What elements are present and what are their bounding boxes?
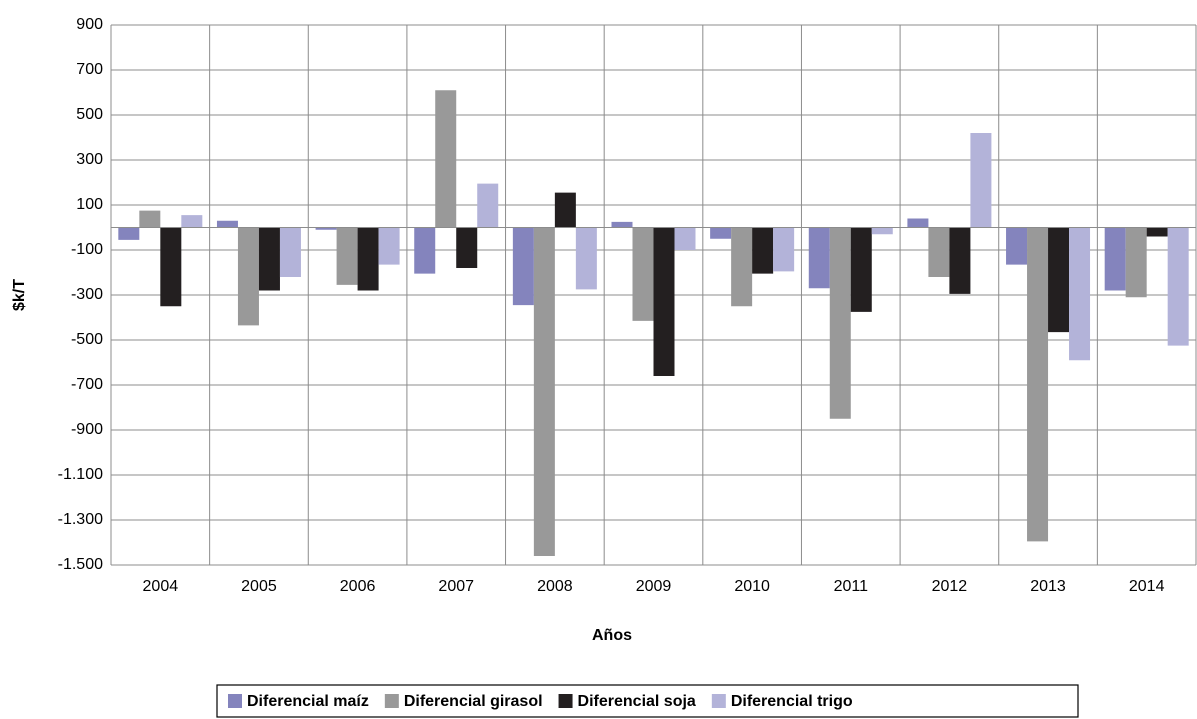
y-tick-label: -1.300 [58, 511, 103, 528]
bar [258, 227, 280, 291]
bar [752, 227, 774, 274]
bar [1027, 227, 1049, 542]
bar [414, 227, 436, 274]
x-tick-label: 2011 [834, 578, 869, 595]
x-tick-label: 2008 [537, 578, 573, 595]
legend-label: Diferencial trigo [731, 693, 853, 710]
bar [829, 227, 851, 419]
legend-label: Diferencial soja [578, 693, 696, 710]
bar [512, 227, 534, 306]
bar [1006, 227, 1028, 265]
x-tick-label: 2012 [932, 578, 968, 595]
y-tick-label: -1.500 [58, 556, 103, 573]
bar [118, 227, 140, 240]
x-tick-label: 2009 [636, 578, 672, 595]
bar [477, 183, 499, 228]
bar [237, 227, 259, 326]
bar [949, 227, 971, 294]
bar [435, 90, 457, 228]
y-axis-title: $k/T [11, 279, 28, 311]
bar [160, 227, 182, 307]
bar [850, 227, 872, 312]
bar [928, 227, 950, 277]
bar [1104, 227, 1126, 291]
x-tick-label: 2010 [734, 578, 770, 595]
y-tick-label: -900 [71, 421, 103, 438]
y-tick-label: 700 [76, 61, 103, 78]
x-tick-label: 2004 [143, 578, 179, 595]
bar [611, 221, 633, 228]
bar [731, 227, 753, 307]
y-tick-label: -700 [71, 376, 103, 393]
x-tick-label: 2005 [241, 578, 277, 595]
y-tick-label: 300 [76, 151, 103, 168]
x-tick-label: 2007 [438, 578, 474, 595]
bar [336, 227, 358, 285]
bar [533, 227, 555, 556]
bar [710, 227, 732, 239]
y-tick-label: -300 [71, 286, 103, 303]
bar [357, 227, 379, 291]
y-tick-label: -500 [71, 331, 103, 348]
x-tick-label: 2013 [1030, 578, 1066, 595]
bar [1125, 227, 1147, 298]
legend-label: Diferencial girasol [404, 693, 543, 710]
bar [808, 227, 830, 289]
legend-swatch [558, 694, 573, 708]
legend-swatch [384, 694, 399, 708]
bar [181, 215, 203, 228]
y-tick-label: 900 [76, 16, 103, 33]
bar [653, 227, 675, 376]
y-tick-label: -1.100 [58, 466, 103, 483]
legend-swatch [711, 694, 726, 708]
bar [632, 227, 654, 321]
bar [674, 227, 696, 250]
bar [456, 227, 478, 268]
bar [1048, 227, 1070, 333]
bar [554, 192, 576, 228]
y-tick-label: 100 [76, 196, 103, 213]
bar [216, 220, 238, 228]
bar [139, 210, 161, 228]
bar [315, 227, 337, 230]
y-tick-label: -100 [71, 241, 103, 258]
bar [575, 227, 597, 290]
y-tick-label: 500 [76, 106, 103, 123]
bar [279, 227, 301, 277]
bar [970, 133, 992, 228]
legend-swatch [228, 694, 242, 708]
bar [1069, 227, 1091, 361]
bar [378, 227, 400, 265]
bar [773, 227, 795, 272]
bar [1146, 227, 1168, 237]
x-tick-label: 2014 [1129, 578, 1165, 595]
bar [1167, 227, 1189, 346]
x-tick-label: 2006 [340, 578, 376, 595]
legend-box [216, 684, 1079, 718]
bar [907, 218, 929, 228]
x-axis-title: Años [592, 627, 632, 644]
legend-label: Diferencial maíz [247, 693, 369, 710]
bar [871, 227, 893, 235]
